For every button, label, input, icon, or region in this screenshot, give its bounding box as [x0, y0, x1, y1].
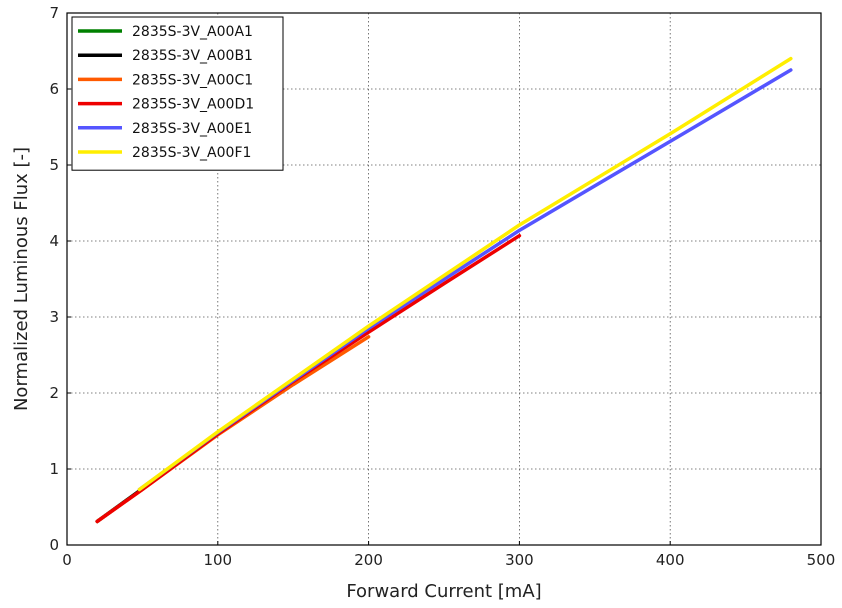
y-tick-label: 7 — [49, 4, 59, 22]
x-tick-label: 400 — [656, 551, 685, 569]
x-tick-label: 300 — [505, 551, 534, 569]
y-tick-label: 0 — [49, 536, 59, 554]
series-lines — [95, 56, 793, 524]
y-tick-label: 3 — [49, 308, 59, 326]
legend: 2835S-3V_A00A1 2835S-3V_A00B1 2835S-3V_A00… — [71, 16, 284, 171]
y-axis-label: Normalized Luminous Flux [-] — [11, 147, 32, 411]
y-tick-label: 5 — [49, 156, 59, 174]
x-tick-label: 200 — [354, 551, 383, 569]
y-tick-label: 6 — [49, 80, 59, 98]
plot-frame — [66, 12, 822, 546]
x-tick-label: 0 — [62, 551, 72, 569]
axis-ticks: 0 100 200 300 400 500 0 1 2 3 4 5 6 7 — [49, 4, 835, 569]
x-tick-label: 100 — [203, 551, 232, 569]
y-tick-label: 1 — [49, 460, 59, 478]
legend-entry-label: 2835S-3V_A00D1 — [132, 97, 254, 113]
x-tick-label: 500 — [807, 551, 836, 569]
y-tick-label: 2 — [49, 384, 59, 402]
legend-entry-label: 2835S-3V_A00F1 — [132, 145, 251, 161]
y-tick-label: 4 — [49, 232, 59, 250]
series-line — [137, 56, 793, 492]
legend-entry-label: 2835S-3V_A00A1 — [132, 24, 253, 40]
x-axis-label: Forward Current [mA] — [346, 581, 541, 602]
legend-entry-label: 2835S-3V_A00B1 — [132, 48, 253, 64]
legend-entry-label: 2835S-3V_A00E1 — [132, 121, 252, 137]
legend-entry-label: 2835S-3V_A00C1 — [132, 72, 253, 88]
legend-box — [71, 16, 284, 171]
series-line — [95, 233, 522, 524]
grid-lines — [67, 13, 821, 545]
